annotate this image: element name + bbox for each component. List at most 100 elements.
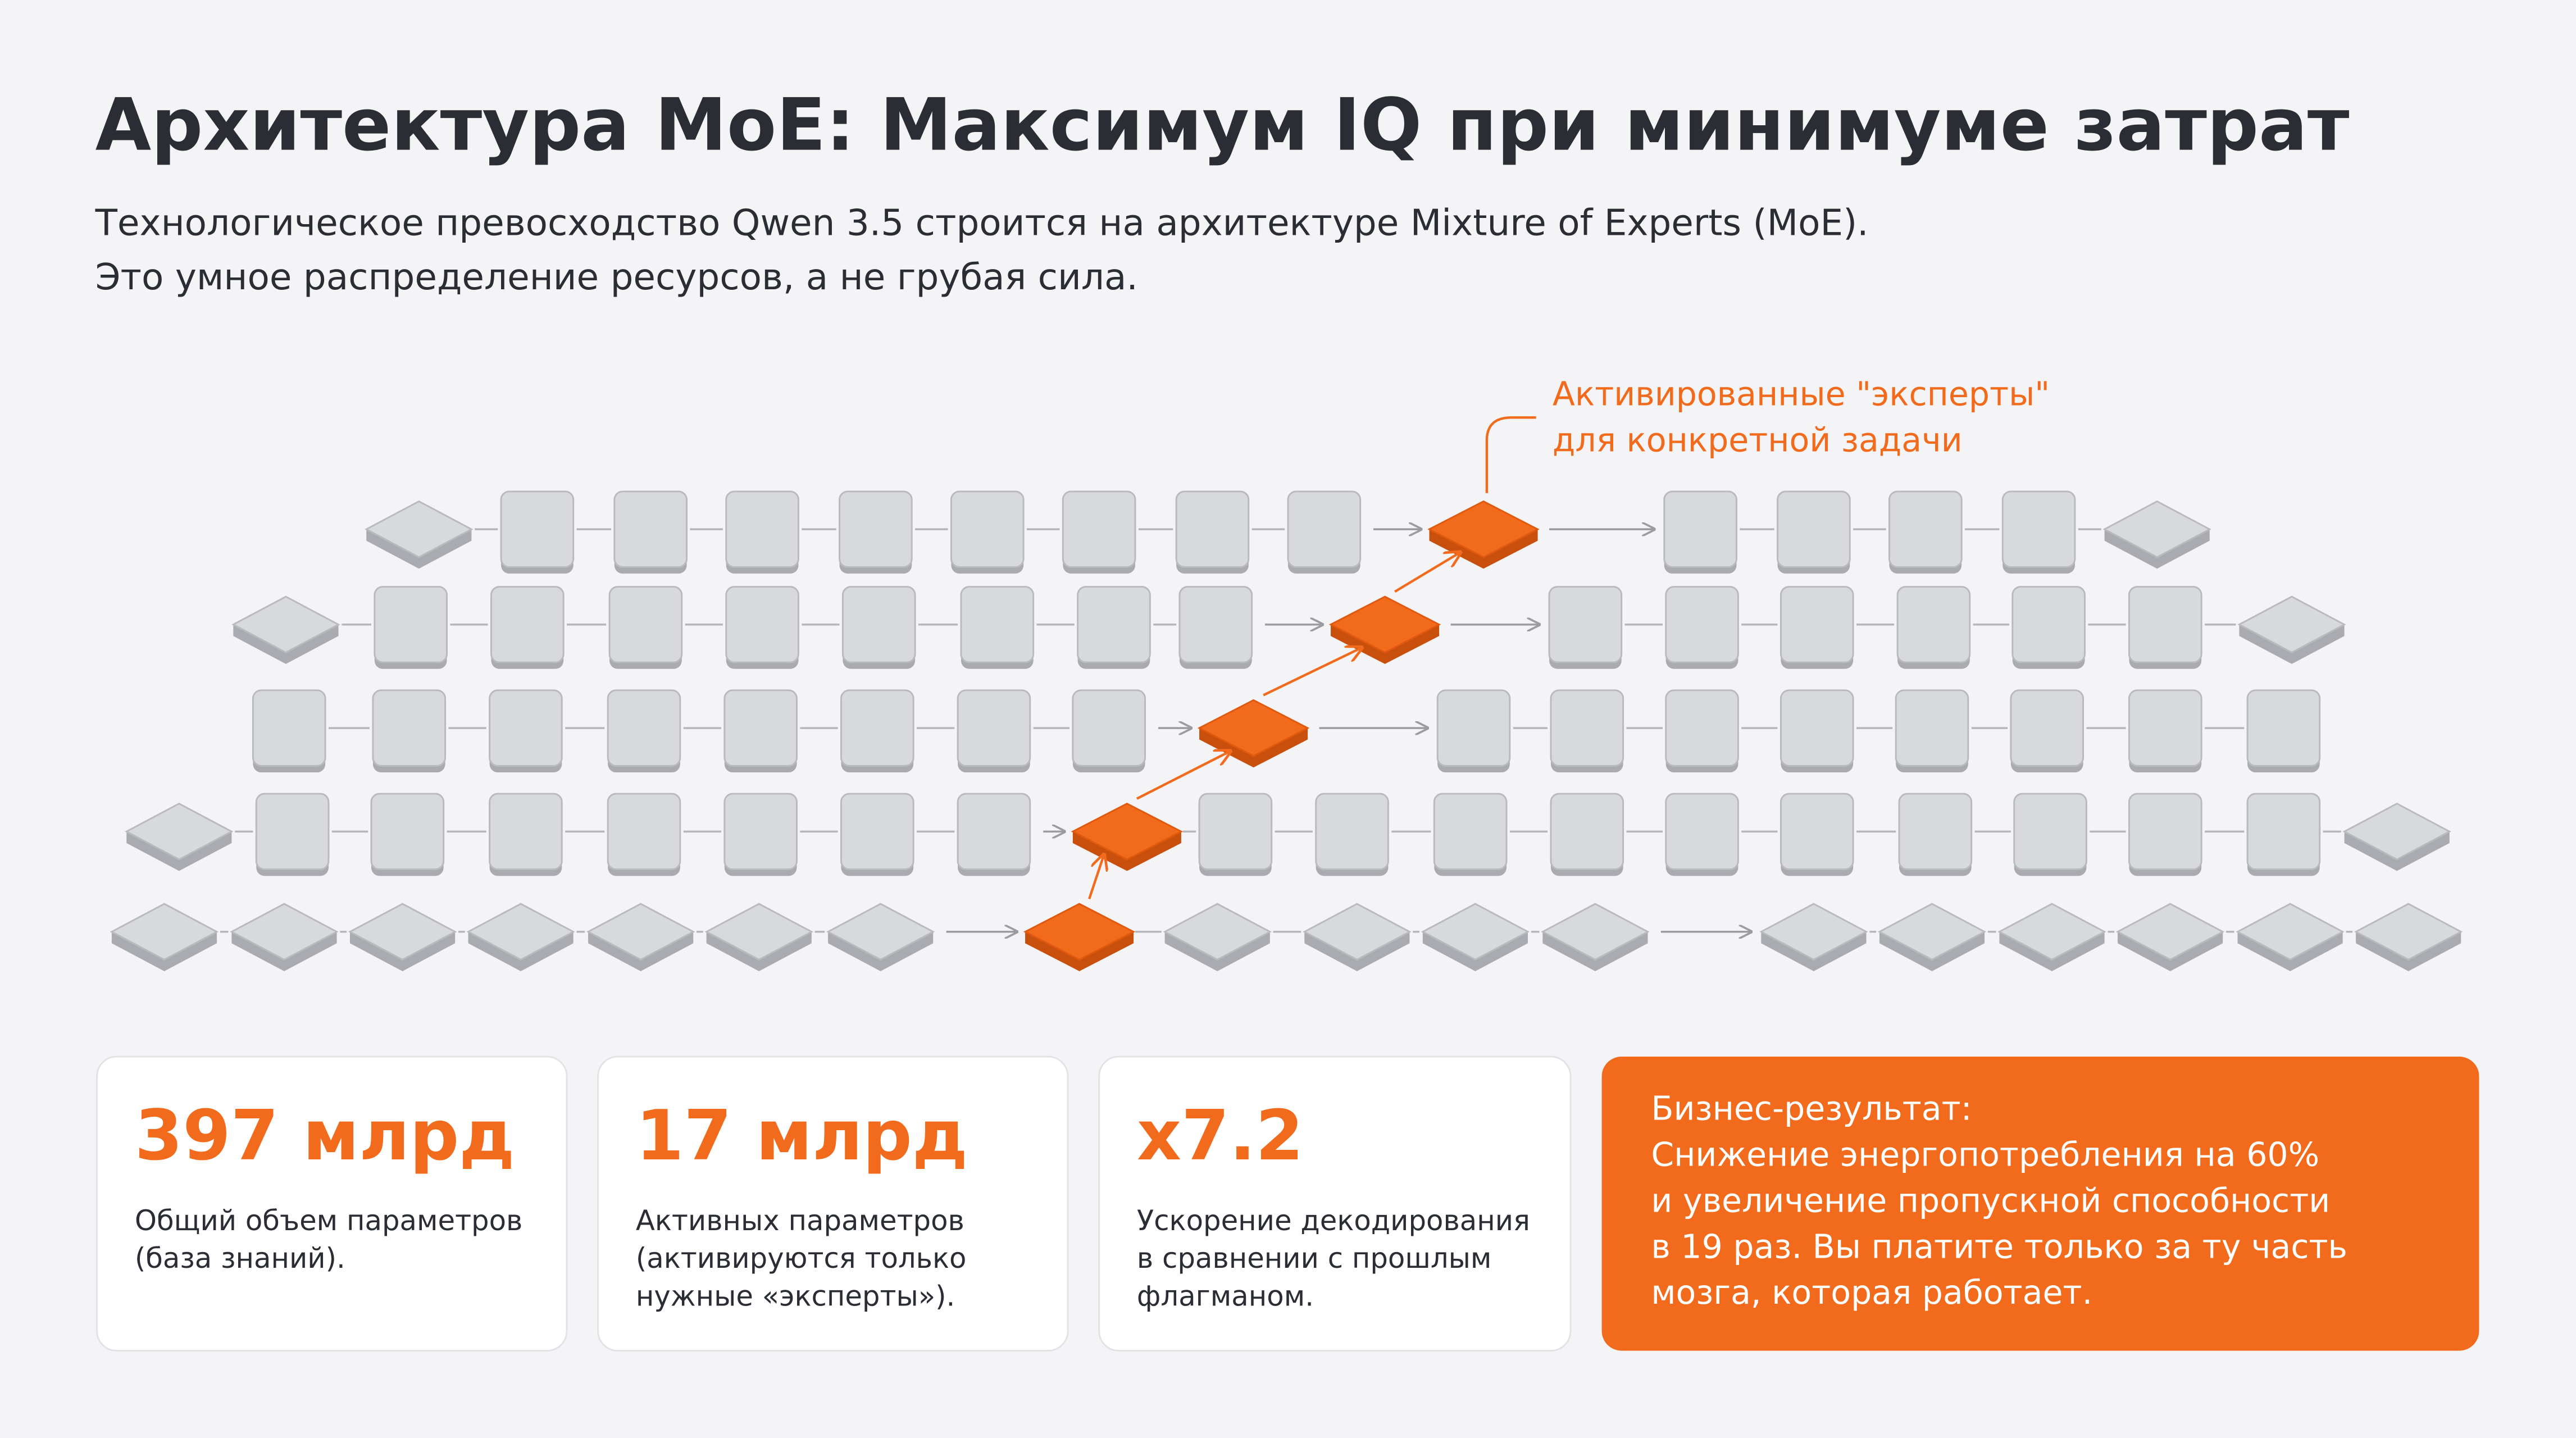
highlight-title: Бизнес-результат: [1651,1090,1972,1128]
node-side [828,931,934,971]
node [1062,490,1136,568]
card-text: Активных параметров [636,1204,964,1237]
card-text: Общий объем параметров [135,1204,523,1237]
node-side [588,931,694,971]
node [490,586,565,663]
node [2128,793,2202,871]
node [1665,689,1739,767]
node [608,586,683,663]
node [1550,793,1624,871]
node [1178,586,1253,663]
node [2128,689,2202,767]
node-side [2237,931,2343,971]
node [365,500,474,558]
node [489,793,563,871]
node-side [1304,931,1410,971]
node [725,586,799,663]
node [1175,490,1250,568]
expert-active [1023,903,1136,961]
card-text: флагманом. [1137,1280,1314,1312]
expert-side-active [1199,728,1308,768]
node-side [2356,931,2461,971]
node [840,689,914,767]
node [1665,793,1739,871]
node-side [233,624,339,665]
activation-arrow [1394,552,1460,593]
node [723,689,798,767]
node [839,490,913,568]
node [957,689,1031,767]
node [252,689,326,767]
node [2246,793,2321,871]
highlight-box [1601,1057,2479,1351]
node [1077,586,1151,663]
expert-network [110,490,2463,971]
card-text: (активируются только [636,1242,967,1275]
expert-side-active [1331,624,1440,665]
expert-active [1328,595,1441,654]
node [957,793,1031,871]
node [586,903,695,961]
node [2354,903,2463,961]
node [1198,793,1273,871]
node [1421,903,1530,961]
node [1759,903,1868,961]
node-side [1999,931,2105,971]
node [372,689,447,767]
card: 17 млрд Активных параметров (активируютс… [597,1055,1069,1352]
node [231,595,340,654]
node [2236,903,2345,961]
expert-active [1197,699,1310,757]
node [1877,903,1987,961]
node [607,689,681,767]
card-box [597,1055,1069,1352]
card: x7.2 Ускорение декодирования в сравнении… [1098,1055,1572,1352]
node [1898,793,1973,871]
node [1541,903,1650,961]
card-value: 397 млрд [135,1095,515,1176]
expert-side-active [1025,931,1134,971]
node [841,586,916,663]
node [2011,586,2086,663]
card-value: 17 млрд [636,1095,968,1176]
node [255,793,330,871]
node [826,903,935,961]
node-side [126,831,232,871]
node [2237,595,2346,654]
node-side [349,931,456,971]
node [1997,903,2106,961]
node [1896,586,1971,663]
highlight-text: Снижение энергопотребления на 60% [1651,1136,2319,1174]
node-side [2104,529,2210,569]
card-text: нужные «эксперты»). [636,1280,955,1312]
node [1072,689,1146,767]
node [348,903,457,961]
node-side [2239,624,2345,665]
node [500,490,575,568]
card-value: x7.2 [1137,1095,1304,1176]
annotation-bracket [1485,416,1536,493]
highlight-card: Бизнес-результат: Снижение энергопотребл… [1601,1057,2479,1351]
node-side [366,529,472,569]
node [370,793,445,871]
node-side [2344,831,2450,871]
node [613,490,688,568]
card-box [96,1055,568,1352]
card-text: (база знаний). [135,1242,345,1275]
highlight-text: в 19 раз. Вы платите только за ту часть [1651,1227,2347,1266]
node [125,802,234,861]
card-text: в сравнении с прошлым [1137,1242,1491,1275]
node-side [111,931,217,971]
subtitle: Это умное распределение ресурсов, а не г… [95,256,1138,298]
node [960,586,1035,663]
node [1550,689,1624,767]
node [725,490,799,568]
node [1895,689,1969,767]
card-box [1098,1055,1572,1352]
node [1779,586,1854,663]
node [1303,903,1412,961]
node [1779,689,1854,767]
node [2010,689,2085,767]
